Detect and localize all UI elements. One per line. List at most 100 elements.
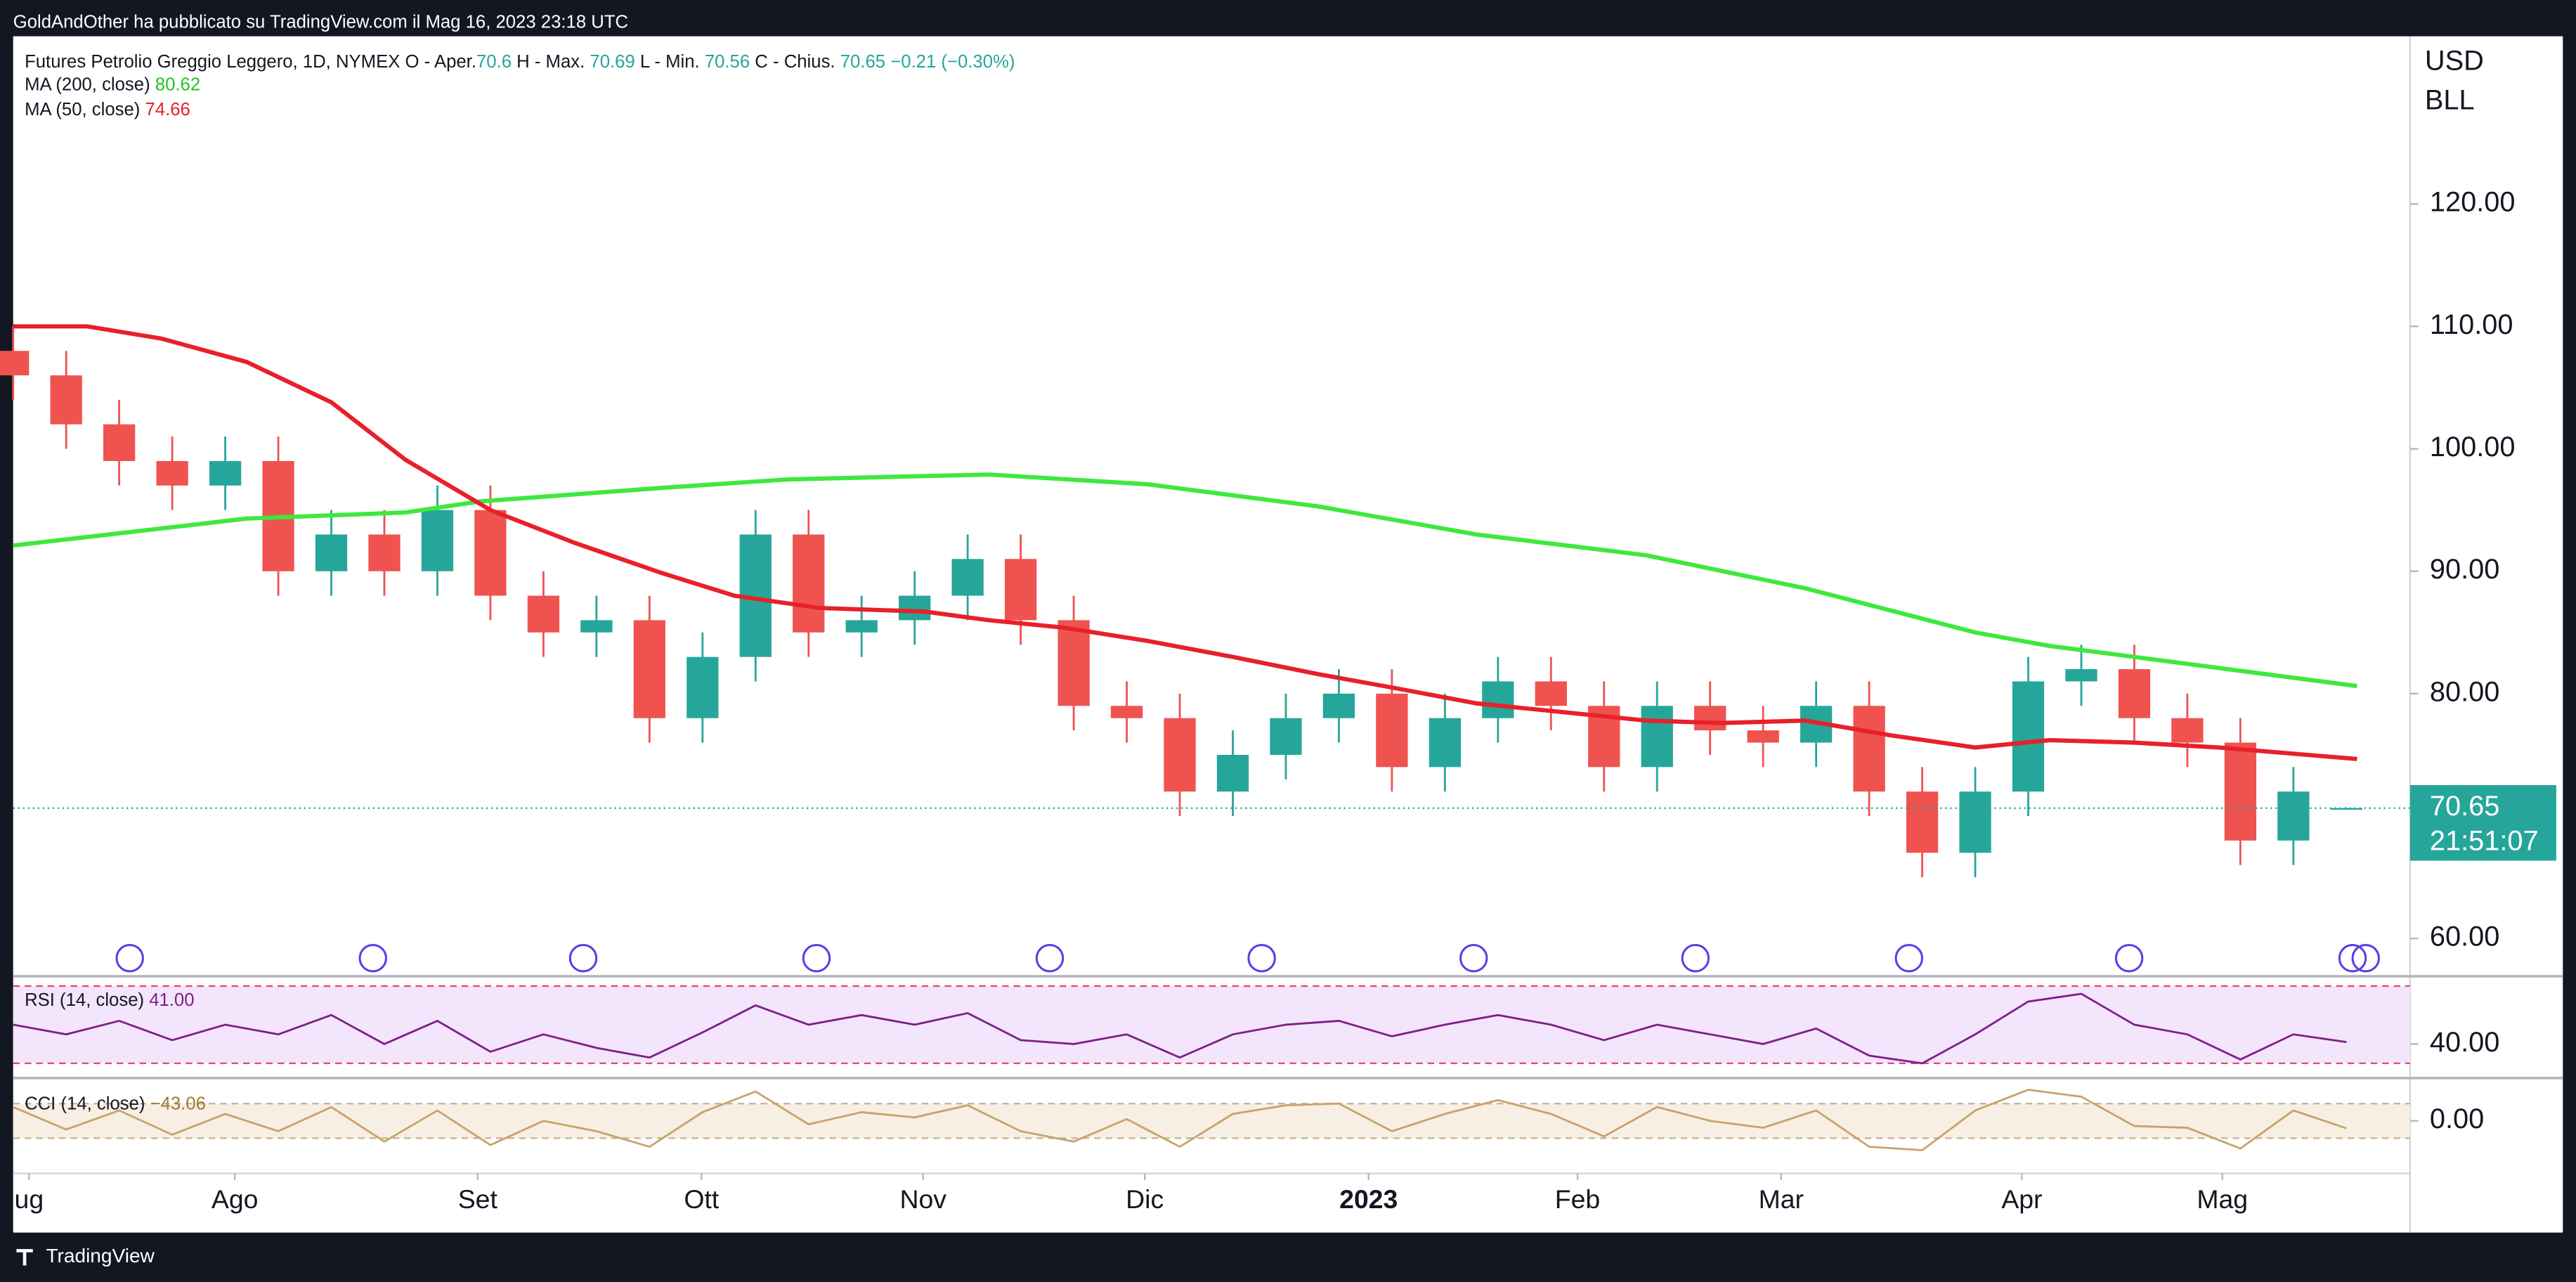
legend-value: 80.62 xyxy=(155,75,200,95)
event-icon xyxy=(358,944,387,973)
legend-ma: MA (50, close) 74.66 xyxy=(25,100,190,119)
candle-body xyxy=(1959,791,1991,853)
brand-logo xyxy=(16,1249,33,1266)
candle-body xyxy=(1906,791,1939,853)
legend-name: MA (200, close) xyxy=(25,75,150,95)
event-icon xyxy=(1894,944,1923,973)
legend-part: L - Min. xyxy=(640,52,700,72)
y-tick-label: 100.00 xyxy=(2430,432,2516,462)
legend-part: 70.6 xyxy=(476,52,512,72)
legend-part: 70.65 xyxy=(840,52,885,72)
brand: TradingView xyxy=(46,1245,155,1267)
price-tag xyxy=(2409,785,2556,861)
candle-body xyxy=(0,351,30,376)
legend-value: 74.66 xyxy=(145,100,190,119)
candle-body xyxy=(1004,559,1037,621)
event-icon xyxy=(1459,944,1488,973)
candle-body xyxy=(1164,718,1196,792)
x-tick-label: Ott xyxy=(684,1184,719,1214)
candle-body xyxy=(103,424,136,461)
event-icon xyxy=(2338,944,2367,973)
candle-body xyxy=(50,375,82,425)
x-tick-label: Set xyxy=(458,1184,498,1214)
legend-part: −0.21 (−0.30%) xyxy=(890,52,1015,72)
x-tick-label: Apr xyxy=(2001,1184,2042,1214)
legend-gap xyxy=(400,52,405,72)
candle-body xyxy=(209,460,242,486)
candle-body xyxy=(1747,730,1779,743)
legend-ma: MA (200, close) 80.62 xyxy=(25,75,200,95)
candle-body xyxy=(633,620,665,718)
y-tick-label: 0.00 xyxy=(2430,1103,2484,1134)
legend-gap xyxy=(150,75,155,95)
candle-body xyxy=(1058,620,1090,706)
indicator-legend: CCI (14, close) −43.06 xyxy=(25,1094,206,1113)
currency: USD xyxy=(2425,46,2484,77)
x-tick-label: Nov xyxy=(899,1184,947,1214)
events xyxy=(115,944,2380,973)
legend-part: 70.56 xyxy=(705,52,750,72)
candle-body xyxy=(2171,718,2204,743)
y-tick-label: 40.00 xyxy=(2430,1027,2499,1058)
y-tick-label: 110.00 xyxy=(2430,309,2513,340)
candle-body xyxy=(2330,808,2362,810)
y-tick-label: 120.00 xyxy=(2430,187,2516,218)
candle-body xyxy=(2118,669,2151,718)
legend-gap xyxy=(750,52,755,72)
x-tick-label: Ago xyxy=(212,1184,259,1214)
candle-body xyxy=(1429,718,1461,768)
x-tick-label: ug xyxy=(15,1184,44,1214)
price-tag-value: 70.65 xyxy=(2430,791,2499,822)
x-tick-label: Mar xyxy=(1759,1184,1804,1214)
legend-name: RSI (14, close) xyxy=(25,990,144,1010)
x-tick-label: Feb xyxy=(1555,1184,1600,1214)
event-icon xyxy=(1247,944,1276,973)
indicator-line xyxy=(13,992,2347,1065)
band xyxy=(13,985,2410,1063)
legend-name: MA (50, close) xyxy=(25,100,140,119)
candle-body xyxy=(845,620,878,633)
price-tag-countdown: 21:51:07 xyxy=(2430,825,2539,856)
band xyxy=(13,1103,2410,1139)
event-icon xyxy=(115,944,144,973)
candle-body xyxy=(421,510,454,571)
x-tick-label: Mag xyxy=(2197,1184,2248,1214)
legend-part: 70.69 xyxy=(590,52,635,72)
candle-body xyxy=(580,620,613,633)
candle-body xyxy=(1853,706,1885,792)
legend-gap xyxy=(144,990,149,1010)
candle-body xyxy=(156,460,188,486)
candle-body xyxy=(1216,754,1249,792)
legend-part: Futures Petrolio Greggio Leggero, 1D, NY… xyxy=(25,52,400,72)
candle-body xyxy=(2012,681,2045,792)
published-note: GoldAndOther ha pubblicato su TradingVie… xyxy=(13,13,628,32)
legend-gap xyxy=(140,100,145,119)
legend-gap xyxy=(885,52,890,72)
candle-body xyxy=(527,595,560,633)
candle-body xyxy=(2277,791,2310,841)
indicator-legend: RSI (14, close) 41.00 xyxy=(25,990,194,1010)
legend-part: H - Max. xyxy=(516,52,585,72)
candle-body xyxy=(687,656,719,718)
candle-body xyxy=(1270,718,1302,755)
legend-name: CCI (14, close) xyxy=(25,1094,145,1113)
candle-body xyxy=(474,510,507,596)
candle-body xyxy=(368,534,401,571)
candle-body xyxy=(1694,706,1726,731)
y-tick-label: 60.00 xyxy=(2430,921,2499,952)
candle-body xyxy=(793,534,825,633)
legend-gap xyxy=(585,52,590,72)
legend-gap xyxy=(700,52,705,72)
x-tick-label: 2023 xyxy=(1339,1184,1398,1214)
y-tick-label: 80.00 xyxy=(2430,676,2499,707)
candle-body xyxy=(2065,669,2097,682)
event-icon xyxy=(2114,944,2144,973)
event-icon xyxy=(1035,944,1065,973)
unit: BLL xyxy=(2425,85,2475,116)
candle-body xyxy=(315,534,348,571)
event-icon xyxy=(2351,944,2380,973)
legend-gap xyxy=(635,52,640,72)
legend-gap xyxy=(512,52,516,72)
